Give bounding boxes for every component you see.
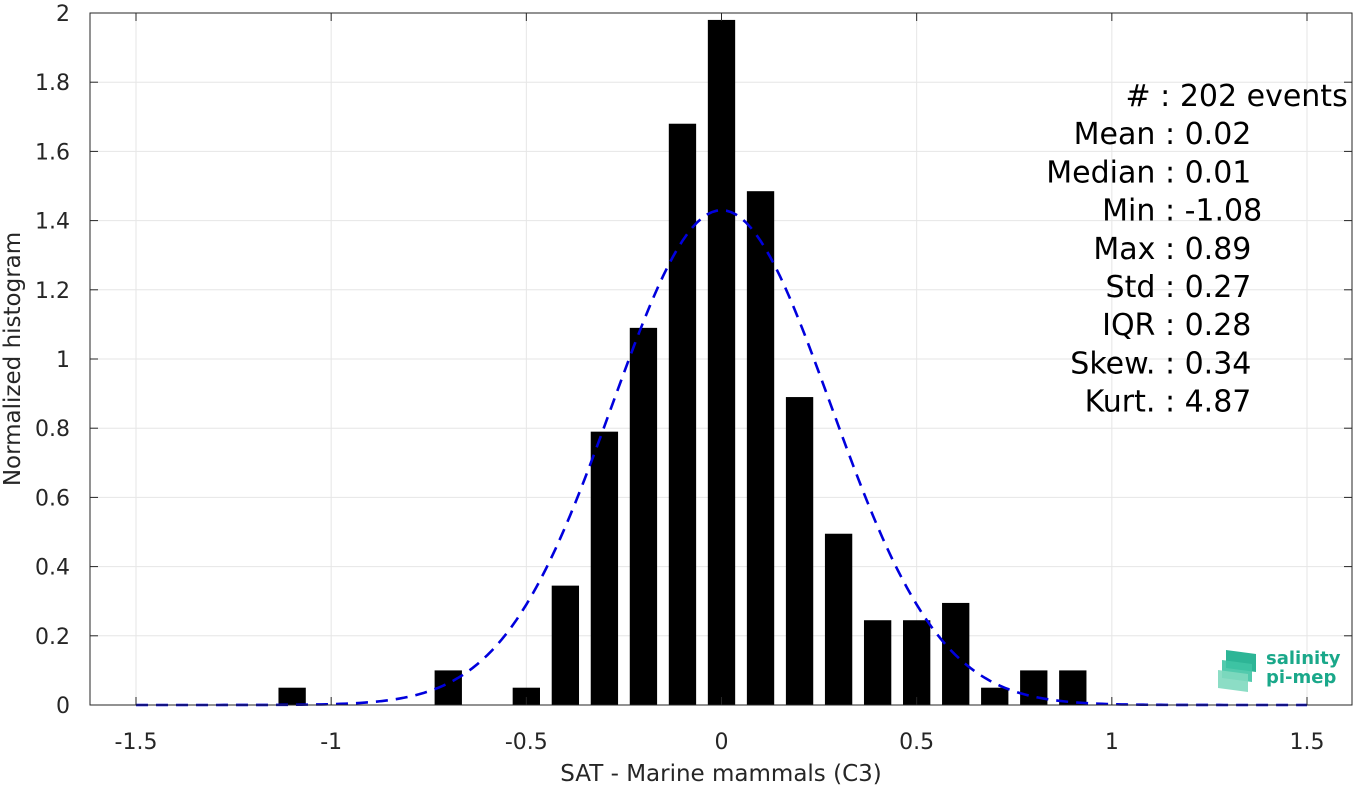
y-tick-label: 1.2: [35, 279, 70, 304]
stat-line: Max : 0.89: [1093, 232, 1251, 267]
stat-label: IQR: [1102, 308, 1155, 343]
y-tick-label: 0.4: [35, 556, 70, 581]
stat-label: Median: [1046, 155, 1155, 190]
stat-value: -1.08: [1185, 194, 1263, 229]
x-tick-label: 0: [715, 730, 729, 755]
x-tick-label: -1: [320, 730, 342, 755]
x-tick-label: 0.5: [899, 730, 934, 755]
histogram-bar: [278, 687, 306, 705]
stat-label: Min: [1102, 194, 1155, 229]
stat-value: 0.01: [1185, 155, 1252, 190]
y-tick-label: 0.6: [35, 486, 70, 511]
histogram-bar: [668, 123, 697, 706]
x-tick-label: -0.5: [505, 730, 548, 755]
y-tick-label: 1.8: [35, 71, 70, 96]
stat-line: # : 202 events: [1125, 79, 1347, 114]
stat-separator: :: [1160, 79, 1180, 114]
stat-separator: :: [1155, 385, 1184, 420]
y-tick-label: 1.4: [35, 210, 70, 235]
histogram-bar: [785, 397, 814, 705]
stat-line: Kurt. : 4.87: [1085, 385, 1252, 420]
logo-text: salinity pi-mep: [1266, 649, 1341, 687]
stat-value: 0.28: [1185, 308, 1252, 343]
histogram-bar: [903, 620, 931, 705]
histogram-bars: [278, 19, 1087, 706]
stat-line: Skew. : 0.34: [1070, 346, 1251, 381]
stat-value: 0.89: [1185, 232, 1252, 267]
logo-waves-icon: [1218, 650, 1256, 692]
histogram-bar: [1059, 670, 1087, 705]
x-tick-label: 1: [1105, 730, 1119, 755]
stat-value: 0.27: [1185, 270, 1252, 305]
x-tick-label: 1.5: [1290, 730, 1325, 755]
stat-label: #: [1125, 79, 1160, 114]
stat-label: Skew.: [1070, 346, 1155, 381]
stat-label: Std: [1106, 270, 1156, 305]
y-tick-label: 1.6: [35, 140, 70, 165]
histogram-bar: [981, 687, 1009, 705]
x-axis-ticks: -1.5 -1 -0.5 0 0.5 1 1.5: [115, 13, 1325, 755]
stat-separator: :: [1155, 117, 1184, 152]
histogram-bar: [512, 687, 540, 705]
y-tick-label: 0.2: [35, 625, 70, 650]
y-axis-label: Normalized histogram: [0, 232, 26, 486]
histogram-bar: [824, 533, 853, 705]
histogram-bar: [707, 19, 736, 706]
stat-line: Std : 0.27: [1106, 270, 1252, 305]
stat-line: IQR : 0.28: [1102, 308, 1251, 343]
stat-value: 202 events: [1180, 79, 1348, 114]
stat-line: Median : 0.01: [1046, 155, 1251, 190]
x-axis-label: SAT - Marine mammals (C3): [560, 761, 882, 785]
stat-value: 0.34: [1185, 346, 1252, 381]
x-tick-label: -1.5: [115, 730, 158, 755]
logo-line-1: salinity: [1266, 648, 1341, 669]
stat-label: Mean: [1074, 117, 1156, 152]
logo-line-2: pi-mep: [1266, 667, 1337, 688]
y-tick-label: 0: [56, 694, 70, 719]
stat-label: Max: [1093, 232, 1155, 267]
y-axis-ticks: 0 0.2 0.4 0.6 0.8 1 1.2 1.4 1.6 1.8 2: [35, 2, 1352, 719]
stat-separator: :: [1155, 232, 1184, 267]
stat-value: 4.87: [1185, 385, 1252, 420]
histogram-bar: [551, 585, 580, 705]
y-tick-label: 0.8: [35, 417, 70, 442]
stat-separator: :: [1155, 308, 1184, 343]
stat-separator: :: [1155, 270, 1184, 305]
stat-label: Kurt.: [1085, 385, 1156, 420]
y-tick-label: 1: [56, 348, 70, 373]
y-tick-label: 2: [56, 2, 70, 27]
histogram-bar: [629, 327, 658, 705]
histogram-bar: [590, 431, 619, 705]
stat-separator: :: [1155, 155, 1184, 190]
stat-separator: :: [1155, 194, 1184, 229]
stat-line: Min : -1.08: [1102, 194, 1262, 229]
histogram-bar: [863, 620, 892, 705]
stat-value: 0.02: [1185, 117, 1252, 152]
stat-separator: :: [1155, 346, 1184, 381]
histogram-bar: [746, 191, 775, 705]
salinity-pi-mep-logo: salinity pi-mep: [1216, 646, 1346, 696]
stat-line: Mean : 0.02: [1074, 117, 1252, 152]
